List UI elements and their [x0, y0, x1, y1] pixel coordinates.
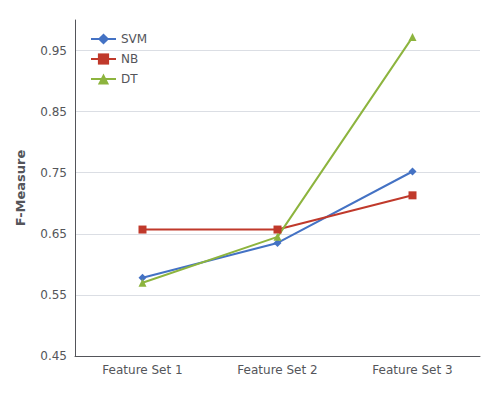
svg-text:0.65: 0.65: [40, 227, 67, 241]
svg-text:0.55: 0.55: [40, 288, 67, 302]
svg-text:Feature Set 1: Feature Set 1: [102, 363, 182, 377]
svg-text:F-Measure: F-Measure: [13, 150, 28, 227]
svg-text:DT: DT: [121, 72, 138, 86]
svg-text:NB: NB: [121, 52, 138, 66]
svg-text:0.95: 0.95: [40, 44, 67, 58]
svg-text:0.85: 0.85: [40, 105, 67, 119]
svg-text:0.75: 0.75: [40, 166, 67, 180]
svg-text:Feature Set 2: Feature Set 2: [237, 363, 317, 377]
svg-text:SVM: SVM: [121, 32, 147, 46]
svg-text:0.45: 0.45: [40, 349, 67, 363]
svg-text:Feature Set 3: Feature Set 3: [372, 363, 452, 377]
